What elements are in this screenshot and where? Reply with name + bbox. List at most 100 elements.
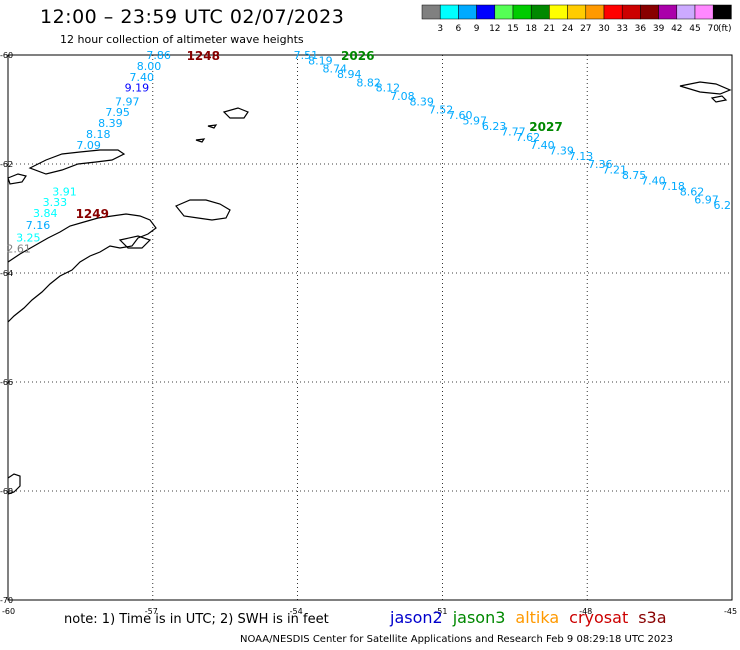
coastlines [7,81,732,495]
swh-value-label: 7.62 [516,131,541,144]
swh-value-label: 8.12 [376,82,401,95]
color-scale-label: 42 [671,24,682,34]
swh-value-label: 8.39 [409,95,434,108]
pass-time-labels: 1248 1249 2026 2027 [76,49,563,221]
swh-value-label: 7.39 [549,144,574,157]
swh-value-label: 5.97 [463,114,488,127]
color-scale-unit: (ft) [718,24,732,34]
swh-value-label: 8.94 [337,68,362,81]
coastline-coast-lower [7,473,21,495]
swh-value-label: 7.21 [603,163,628,176]
coastline-island-west [7,173,27,185]
page-subtitle: 12 hour collection of altimeter wave hei… [60,33,304,46]
satellite-legend-item: jason3 [452,608,506,627]
pass-time-label: 2026 [341,49,374,63]
swh-value-label: 6.2 [714,199,732,212]
satellite-legend-item: jason2 [390,608,443,627]
satellite-legend: jason2 jason3 altika cryosat s3a [390,608,677,627]
swh-value-label: 7.86 [146,49,171,62]
color-scale-swatch [476,4,496,20]
swh-value-label: 7.97 [115,95,140,108]
page-title: 12:00 – 23:59 UTC 02/07/2023 [40,6,345,28]
swh-value-label: 6.23 [482,120,507,133]
swh-value-label: 7.52 [429,104,454,117]
color-scale-label: 39 [653,24,665,34]
swh-value-label: 3.91 [52,185,76,198]
swh-value-label: 7.51 [294,49,319,62]
coastline-island-east [679,81,732,95]
swh-value-label: 8.75 [622,169,647,182]
color-scale-label: 9 [474,24,480,34]
swh-value-label: 7.36 [588,158,613,171]
color-scale-swatch [458,4,477,20]
color-scale-swatch [585,4,605,20]
swh-value-label: 3.33 [43,196,68,209]
swh-value-label: 8.62 [680,185,705,198]
swh-value-label: 7.77 [501,125,526,138]
swh-value-label: 8.74 [323,63,348,76]
pass-time-label: 2027 [529,120,562,134]
color-scale-label: 70 [707,24,719,34]
color-scale-label: 45 [689,24,700,34]
color-scale-swatch [712,4,732,20]
color-scale-label: 6 [456,24,462,34]
map-frame [7,54,733,601]
coastline-peninsula [7,213,157,323]
coastline-island-tiny [207,124,218,129]
color-scale-label: 24 [562,24,574,34]
color-scale-swatch [640,4,659,20]
swh-value-label: 3.25 [16,232,41,245]
color-scale-swatch [658,4,678,20]
color-scale-swatch [421,4,441,20]
color-scale-swatch [603,4,623,20]
color-scale-label: 15 [507,24,518,34]
lon-tick-label: -60 [2,607,15,616]
coastline-island-tiny-2 [195,138,206,143]
lon-tick-label: -48 [579,607,592,616]
satellite-legend-item: altika [515,608,560,627]
swh-value-label: 7.18 [660,180,685,193]
swh-value-label: 8.39 [98,117,123,130]
swh-value-label: 7.60 [448,109,473,122]
swh-value-label: 6.97 [694,193,719,206]
color-scale-swatch [439,4,459,20]
color-scale-label: 36 [635,24,647,34]
swh-value-label: 8.19 [308,54,333,67]
satellite-legend-item: cryosat [569,608,629,627]
footer-credit: NOAA/NESDIS Center for Satellite Applica… [240,634,673,645]
swh-value-label: 7.40 [641,174,666,187]
color-scale-label: 33 [616,24,627,34]
lon-tick-label: -45 [724,607,737,616]
swh-value-label: 7.40 [129,71,154,84]
coastline-offshore [118,235,152,249]
pass-time-label: 1249 [76,207,109,221]
swh-value-label: 7.16 [26,219,51,232]
color-scale-label: 27 [580,24,591,34]
swh-value-label: 8.18 [86,128,111,141]
color-scale-label: 30 [598,24,610,34]
swh-value-label: 7.09 [76,139,101,152]
lat-tick-label: -64 [0,269,13,278]
lat-tick-label: -60 [0,51,13,60]
swh-value-label: 8.82 [356,76,381,89]
lat-tick-label: -62 [0,160,13,169]
color-scale-label: 21 [544,24,555,34]
color-scale-swatch [512,4,532,20]
coastline-island-group [175,199,231,221]
swh-value-label: 7.95 [105,106,130,119]
swh-value-label: 7.13 [569,150,594,163]
coastline-island-east-2 [710,95,728,103]
color-scale-swatch [494,4,514,20]
altimeter-track-values: 7.868.007.409.197.977.958.398.187.093.91… [6,49,731,255]
color-scale-label: 12 [489,24,500,34]
swh-value-label: 7.08 [390,90,415,103]
color-scale-swatch [621,4,641,20]
lon-tick-label: -54 [290,607,303,616]
lat-tick-label: -68 [0,487,13,496]
pass-time-label: 1248 [187,49,220,63]
coastline-island-small [222,107,249,119]
lon-tick-label: -51 [434,607,447,616]
satellite-legend-item: s3a [638,608,667,627]
color-scale-bar: 3 6 9 12 15 18 21 24 27 30 33 36 39 42 45 70 (ft) [421,4,732,34]
